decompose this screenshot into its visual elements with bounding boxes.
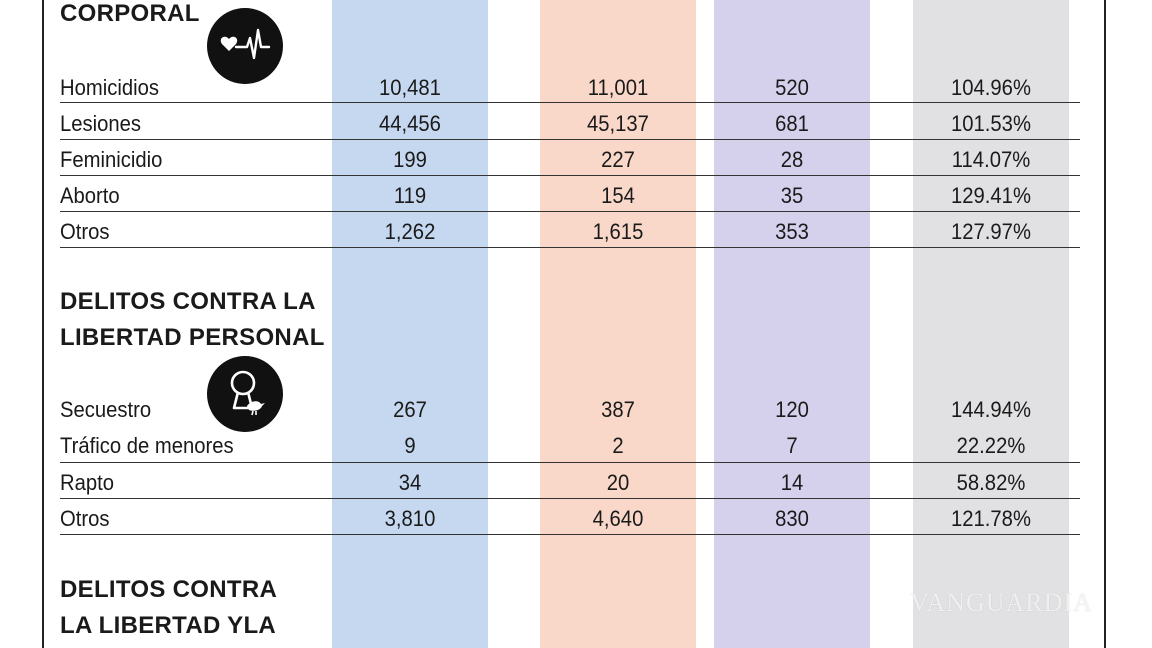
cell-col3: 520 (775, 75, 809, 100)
row-divider (60, 534, 1080, 535)
row-divider (60, 139, 1080, 140)
section-title-libertad-personal-line2: LIBERTAD PERSONAL (60, 324, 325, 351)
keyhole-bird-icon (207, 356, 283, 432)
heartbeat-icon (207, 8, 283, 84)
cell-col3: 353 (775, 219, 809, 244)
cell-col1: 34 (398, 470, 422, 495)
cell-col2: 11,001 (587, 75, 649, 100)
cell-col4: 129.41% (951, 183, 1031, 208)
cell-col4: 127.97% (951, 219, 1031, 244)
cell-col4: 58.82% (956, 470, 1026, 495)
cell-col3: 35 (780, 183, 804, 208)
watermark: VANGUARDIA (910, 588, 1093, 617)
column-band-3 (714, 0, 870, 648)
row-label: Lesiones (60, 111, 142, 136)
cell-col4: 22.22% (956, 433, 1026, 458)
column-band-1 (332, 0, 488, 648)
section-title-libertad-personal-line1: DELITOS CONTRA LA (60, 288, 316, 315)
cell-col3: 28 (780, 147, 804, 172)
row-label: Feminicidio (60, 147, 163, 172)
cell-col2: 1,615 (592, 219, 644, 244)
column-band-2 (540, 0, 696, 648)
table-row: Tráfico de menores 9 2 7 22.22% (0, 428, 1152, 464)
cell-col1: 267 (393, 397, 427, 422)
cell-col2: 2 (612, 433, 624, 458)
table-row: Otros 1,262 1,615 353 127.97% (0, 214, 1152, 250)
cell-col1: 44,456 (379, 111, 441, 136)
cell-col3: 830 (775, 506, 809, 531)
row-label: Tráfico de menores (60, 433, 234, 458)
cell-col1: 10,481 (379, 75, 441, 100)
row-divider (60, 102, 1080, 103)
cell-col2: 154 (601, 183, 635, 208)
cell-col4: 114.07% (951, 147, 1031, 172)
table-row: Homicidios 10,481 11,001 520 104.96% (0, 70, 1152, 106)
frame-left-rule (42, 0, 44, 648)
row-label: Otros (60, 219, 110, 244)
cell-col1: 3,810 (384, 506, 436, 531)
cell-col4: 144.94% (951, 397, 1031, 422)
cell-col4: 121.78% (951, 506, 1031, 531)
table-row: Rapto 34 20 14 58.82% (0, 465, 1152, 501)
cell-col3: 14 (780, 470, 804, 495)
cell-col3: 681 (775, 111, 809, 136)
row-divider (60, 498, 1080, 499)
frame-right-rule (1104, 0, 1106, 648)
cell-col2: 45,137 (587, 111, 649, 136)
row-label: Aborto (60, 183, 120, 208)
cell-col2: 387 (601, 397, 635, 422)
cell-col2: 4,640 (592, 506, 644, 531)
table-row: Otros 3,810 4,640 830 121.78% (0, 501, 1152, 537)
cell-col1: 119 (393, 183, 427, 208)
row-label: Otros (60, 506, 110, 531)
section-title-libertad-y-la-line1: DELITOS CONTRA (60, 576, 278, 603)
row-divider (60, 462, 1080, 463)
cell-col1: 1,262 (384, 219, 436, 244)
cell-col3: 7 (786, 433, 798, 458)
cell-col4: 101.53% (951, 111, 1031, 136)
cell-col2: 20 (606, 470, 630, 495)
table-row: Secuestro 267 387 120 144.94% (0, 392, 1152, 428)
row-label: Homicidios (60, 75, 159, 100)
section-title-libertad-y-la-line2: LA LIBERTAD YLA (60, 612, 277, 639)
row-divider (60, 211, 1080, 212)
cell-col4: 104.96% (951, 75, 1031, 100)
table-row: Lesiones 44,456 45,137 681 101.53% (0, 106, 1152, 142)
table-row: Feminicidio 199 227 28 114.07% (0, 142, 1152, 178)
column-band-4 (913, 0, 1069, 648)
row-divider (60, 175, 1080, 176)
row-label: Secuestro (60, 397, 152, 422)
row-divider (60, 247, 1080, 248)
cell-col3: 120 (775, 397, 809, 422)
cell-col1: 9 (404, 433, 416, 458)
row-label: Rapto (60, 470, 115, 495)
cell-col1: 199 (393, 147, 427, 172)
section-title-corporal: CORPORAL (60, 0, 200, 27)
table-row: Aborto 119 154 35 129.41% (0, 178, 1152, 214)
cell-col2: 227 (601, 147, 635, 172)
